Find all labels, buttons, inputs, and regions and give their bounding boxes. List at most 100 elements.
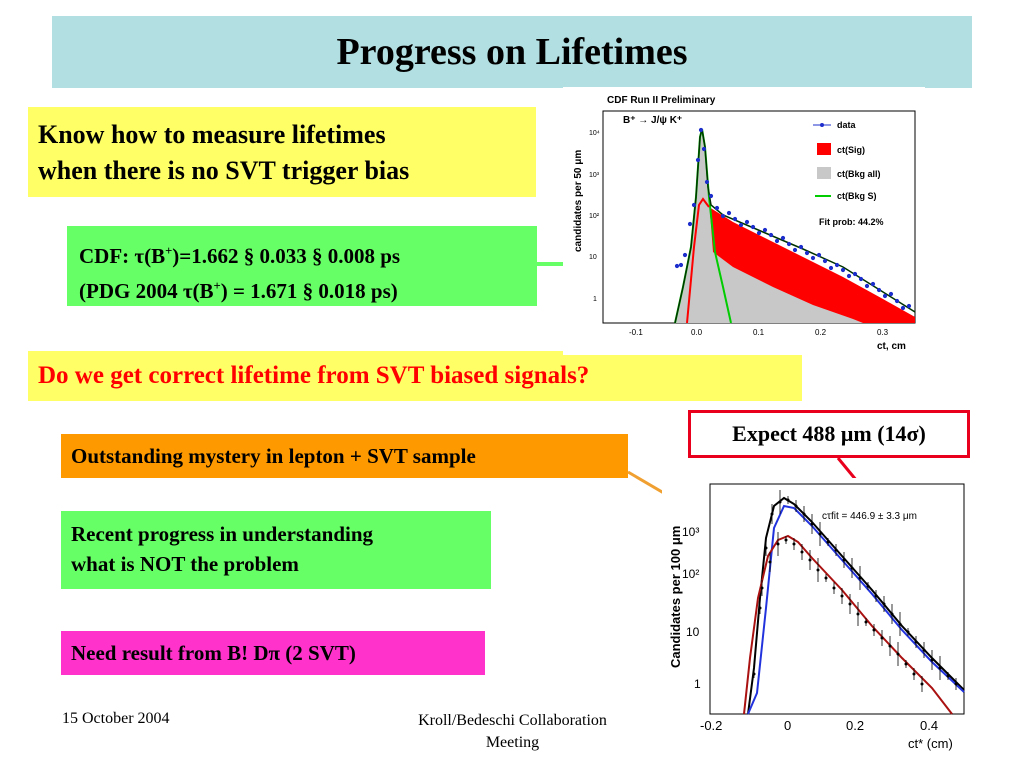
- progress-box: Recent progress in understanding what is…: [61, 511, 491, 589]
- plot2-data-point: [938, 666, 942, 670]
- pdg-result-line: (PDG 2004 τ(B+) = 1.671 § 0.018 ps): [79, 271, 525, 306]
- plot1-data-point: [780, 235, 786, 241]
- plot1-process: B⁺ → J/ψ K⁺: [623, 115, 682, 126]
- plot2-data-point: [842, 558, 846, 562]
- footer-meeting: Kroll/Bedeschi Collaboration Meeting: [385, 710, 640, 754]
- plot1-data-point: [882, 293, 888, 299]
- plot1-data-point: [828, 265, 834, 271]
- plot1-data-point: [750, 224, 756, 230]
- plot2-data-point: [880, 636, 884, 640]
- plot2-data-point: [808, 558, 812, 562]
- plot2-data-point: [834, 548, 838, 552]
- plot2-ytick-1: 10²: [682, 567, 699, 581]
- slide-title: Progress on Lifetimes: [336, 31, 688, 73]
- plot2-xlabel: ct* (cm): [908, 736, 953, 751]
- plot1-data-point: [682, 252, 688, 258]
- plot1-ytick-3: 10: [589, 254, 597, 261]
- plot2-data-point: [824, 576, 828, 580]
- question-box: Do we get correct lifetime from SVT bias…: [28, 351, 802, 401]
- tau-symbol-2: τ: [182, 279, 193, 303]
- plot2-data-point: [752, 672, 756, 676]
- plot2-data-point: [770, 512, 774, 516]
- lifetime-bias-line2: when there is no SVT trigger bias: [38, 156, 410, 185]
- plot1-legend: data ct(Sig) ct(Bkg all) ct(Bkg S) Fit p…: [813, 120, 884, 227]
- plot2-data-point: [858, 576, 862, 580]
- plot1-ytick-1: 10³: [589, 172, 600, 179]
- plot1-data-point: [816, 252, 822, 258]
- plot2-black-fit: [747, 496, 965, 715]
- lepton-svt-lifetime-plot: Candidates per 100 μm 10³ 10² 10 1 cτfit…: [662, 478, 980, 758]
- footer-meeting-line1: Kroll/Bedeschi Collaboration: [418, 712, 607, 729]
- plot2-data-point: [778, 500, 782, 504]
- plus-sup: +: [165, 244, 173, 258]
- plot1-data-point: [852, 271, 858, 277]
- pdg-b: (B: [192, 279, 214, 303]
- plot2-data-point: [784, 538, 788, 542]
- cdf-label: CDF:: [79, 244, 135, 268]
- plot2-data-point: [914, 640, 918, 644]
- progress-line2: what is NOT the problem: [71, 552, 299, 576]
- plot1-ytick-4: 1: [593, 296, 597, 303]
- plot2-data-point: [802, 512, 806, 516]
- title-bar: [52, 16, 972, 88]
- legend-fit-prob: Fit prob: 44.2%: [819, 217, 884, 227]
- plot2-data-point: [848, 602, 852, 606]
- plot2-data-point: [850, 566, 854, 570]
- plot1-data-point: [822, 258, 828, 264]
- lifetime-bias-box: Know how to measure lifetimes when there…: [28, 107, 536, 197]
- plot2-data-point: [786, 498, 790, 502]
- plot1-data-point: [701, 146, 707, 152]
- plot2-data-point: [874, 594, 878, 598]
- plot2-ytick-2: 10: [686, 625, 700, 639]
- plot2-red-fit: [743, 534, 953, 715]
- plot1-data-point: [744, 219, 750, 225]
- pdg-value: ) = 1.671 § 0.018 ps): [220, 279, 398, 303]
- plot1-data-point: [906, 303, 912, 309]
- plot2-data-point: [922, 648, 926, 652]
- plot1-data-point: [798, 244, 804, 250]
- plot2-data-point: [864, 620, 868, 624]
- plot1-ytick-0: 10⁴: [589, 130, 600, 137]
- plot1-data-point: [714, 205, 720, 211]
- plot1-ytick-2: 10²: [589, 213, 600, 220]
- plot1-data-point: [834, 262, 840, 268]
- plot2-data-point: [810, 522, 814, 526]
- plot2-data-point: [920, 682, 924, 686]
- plot1-data-point: [691, 202, 697, 208]
- plot2-data-point: [896, 652, 900, 656]
- plot2-xtick-0: -0.2: [700, 718, 722, 733]
- mystery-box: Outstanding mystery in lepton + SVT samp…: [61, 434, 628, 478]
- plot1-data-point: [687, 221, 693, 227]
- plot2-data-point: [776, 542, 780, 546]
- plot1-data-point: [870, 281, 876, 287]
- cdf-value: )=1.662 § 0.033 § 0.008 ps: [172, 244, 401, 268]
- plot2-data-point: [800, 550, 804, 554]
- plot2-data-point: [866, 584, 870, 588]
- plot2-data-point: [818, 532, 822, 536]
- plot1-data-point: [900, 305, 906, 311]
- plot1-data-point: [774, 238, 780, 244]
- plot2-data-point: [888, 644, 892, 648]
- footer-date: 15 October 2004: [62, 710, 170, 727]
- need-result-box: Need result from B! Dπ (2 SVT): [61, 631, 485, 675]
- plot2-data-point: [890, 612, 894, 616]
- plot2-data-point: [764, 546, 768, 550]
- plot2-ytick-0: 10³: [682, 525, 699, 539]
- plot1-data-point: [720, 213, 726, 219]
- lifetime-bias-line1: Know how to measure lifetimes: [38, 120, 386, 149]
- plot2-data-point: [840, 594, 844, 598]
- plot1-data-point: [756, 230, 762, 236]
- plot1-data-point: [708, 193, 714, 199]
- plot2-data-point: [760, 586, 764, 590]
- plot2-data-point: [832, 586, 836, 590]
- legend-data: data: [837, 120, 857, 130]
- plot2-data-point: [930, 658, 934, 662]
- plot1-data-point: [888, 291, 894, 297]
- plot1-xlabel: ct, cm: [877, 341, 906, 352]
- plot1-ylabel: candidates per 50 μm: [573, 150, 584, 252]
- plot1-header: CDF Run II Preliminary: [607, 95, 716, 106]
- plot2-xtick-3: 0.4: [920, 718, 938, 733]
- expect-box: Expect 488 μm (14σ): [688, 410, 970, 458]
- plot1-sig-line: [686, 197, 710, 324]
- plot2-data-point: [816, 568, 820, 572]
